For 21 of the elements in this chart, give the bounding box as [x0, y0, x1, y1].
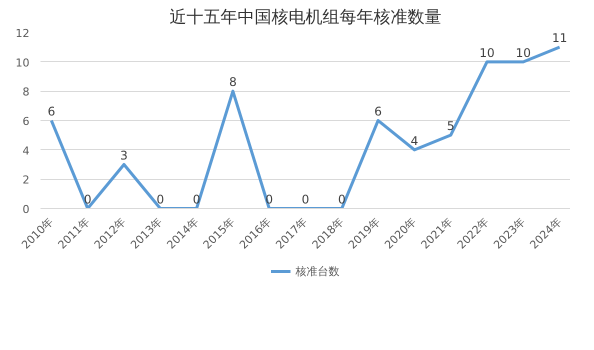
- y-tick-label: 10: [16, 56, 30, 70]
- y-tick-label: 2: [22, 174, 30, 187]
- data-label: 0: [302, 192, 310, 206]
- data-label: 6: [374, 104, 382, 118]
- data-label: 10: [479, 46, 495, 60]
- legend-label: 核准台数: [296, 264, 340, 278]
- y-tick-label: 8: [22, 86, 30, 99]
- data-label: 11: [552, 31, 568, 46]
- data-label: 8: [229, 75, 237, 90]
- y-tick-label: 0: [22, 203, 30, 216]
- y-tick-label: 4: [22, 144, 30, 158]
- line-series: [50, 46, 562, 208]
- data-label: 6: [48, 104, 56, 118]
- chart-title: 近十五年中国核电机组每年核准数量: [170, 8, 442, 28]
- data-label: 0: [156, 192, 164, 206]
- data-label: 4: [410, 134, 418, 148]
- data-label: 5: [446, 119, 455, 134]
- data-label: 3: [120, 148, 128, 162]
- y-tick-label: 6: [22, 115, 30, 128]
- y-tick-label: 12: [16, 27, 30, 40]
- data-label: 10: [516, 46, 531, 60]
